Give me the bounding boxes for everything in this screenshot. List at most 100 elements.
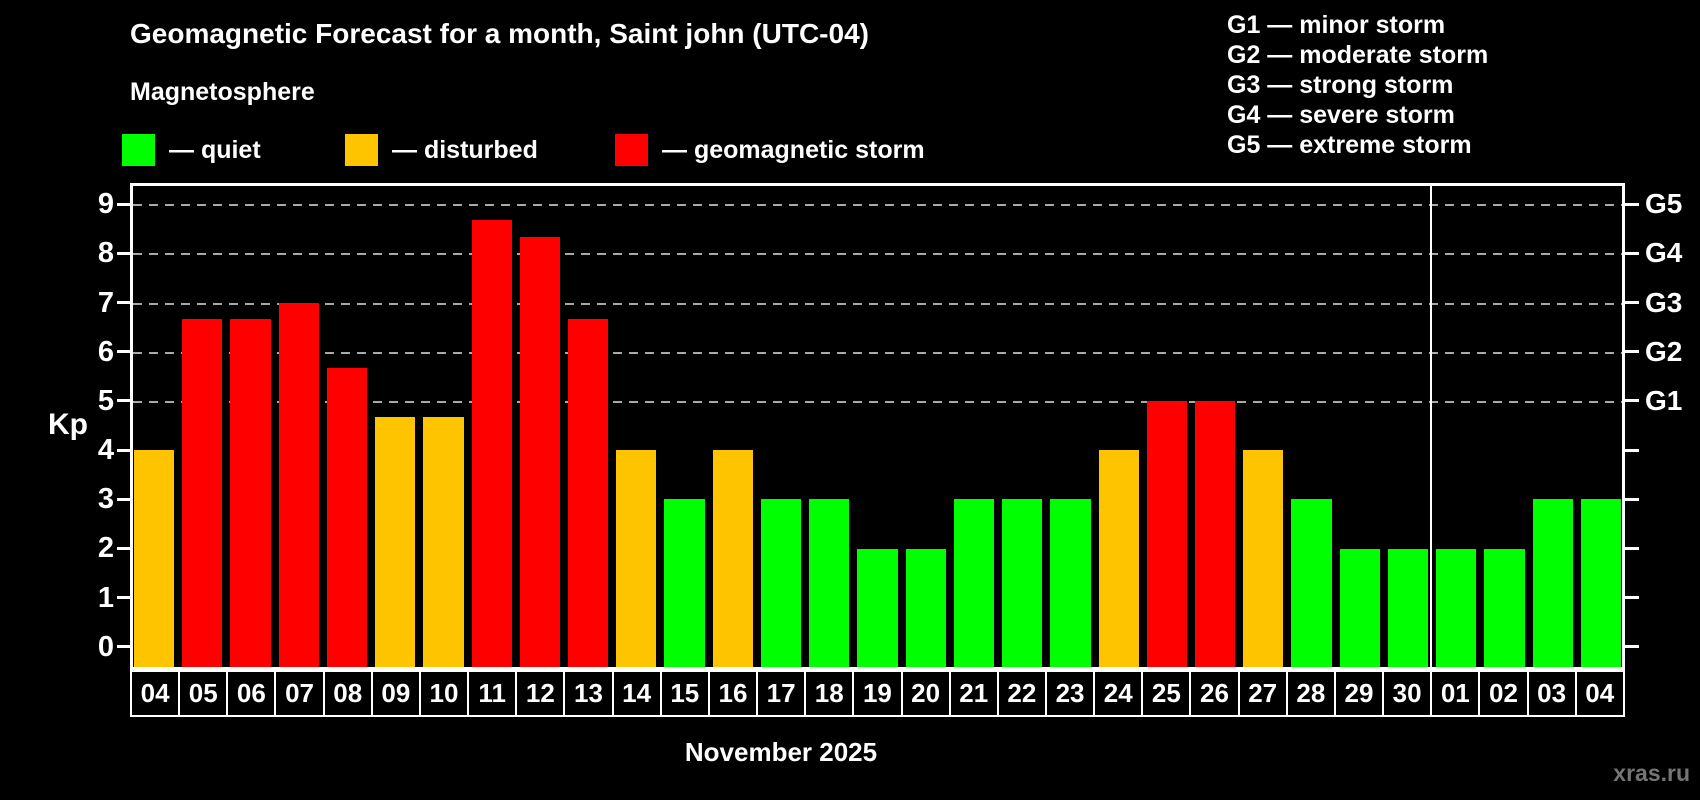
- bar-day-02: [1484, 548, 1525, 667]
- bar-day-15: [664, 499, 705, 667]
- bar-day-25: [1146, 400, 1187, 667]
- gridline-g5: [133, 204, 1622, 207]
- bar-day-23: [1050, 499, 1091, 667]
- day-label-28: 28: [1285, 672, 1334, 715]
- gridline-g2: [133, 351, 1622, 354]
- gridline-g3: [133, 302, 1622, 305]
- day-label-26: 26: [1189, 672, 1237, 715]
- bar-day-29: [1339, 548, 1380, 667]
- day-label-04: 04: [1574, 672, 1623, 715]
- x-axis-title: November 2025: [684, 737, 878, 767]
- right-axis-label-g3: G3: [1645, 286, 1683, 318]
- right-axis-label-g5: G5: [1645, 188, 1683, 220]
- day-label-04: 04: [140, 678, 170, 708]
- bar-day-04: [1580, 499, 1621, 667]
- y-tick-left-5: [117, 399, 130, 403]
- y-tick-left-0: [117, 645, 130, 649]
- disturbed-color-swatch: [345, 134, 378, 166]
- day-label-24: 24: [1093, 672, 1141, 715]
- day-label-11: 11: [467, 672, 515, 715]
- day-label-03: 03: [1526, 672, 1575, 715]
- day-label-18: 18: [804, 672, 852, 715]
- day-label-12: 12: [515, 672, 563, 715]
- y-tick-label-2: 2: [97, 532, 114, 565]
- bar-day-16: [712, 450, 753, 667]
- day-label-13: 13: [563, 672, 611, 715]
- y-tick-right-8: [1625, 251, 1639, 255]
- day-label-07: 07: [274, 672, 322, 715]
- day-label-22: 22: [996, 672, 1045, 715]
- g1-legend-line: G1 — minor storm: [1227, 11, 1446, 39]
- bar-day-08: [326, 367, 368, 667]
- month-separator-line: [1429, 186, 1432, 667]
- y-tick-right-6: [1625, 350, 1639, 354]
- y-tick-left-6: [117, 350, 130, 354]
- day-label-21: 21: [948, 672, 997, 715]
- bar-day-12: [519, 237, 561, 667]
- bar-day-06: [230, 318, 271, 667]
- storm-scale-legend: G1 — minor storm G2 — moderate storm G3 …: [1227, 10, 1488, 160]
- bar-day-14: [616, 450, 657, 667]
- day-label-09: 09: [370, 672, 419, 715]
- y-tick-label-6: 6: [97, 335, 114, 368]
- legend-item-quiet: — quiet: [122, 134, 261, 166]
- y-tick-left-4: [117, 448, 130, 452]
- day-label-08: 08: [322, 672, 371, 715]
- y-tick-left-7: [117, 301, 130, 305]
- y-axis-label: Kp: [48, 408, 88, 441]
- bar-day-24: [1098, 450, 1139, 667]
- y-tick-label-8: 8: [97, 237, 114, 270]
- bar-day-27: [1243, 450, 1284, 667]
- day-label-02: 02: [1478, 672, 1526, 715]
- legend-item-storm: — geomagnetic storm: [615, 134, 925, 166]
- storm-color-swatch: [615, 134, 648, 166]
- right-axis-label-g2: G2: [1645, 335, 1683, 367]
- bar-day-04: [134, 450, 175, 667]
- y-tick-label-5: 5: [97, 384, 114, 417]
- x-axis-day-labels: 04 05 06 07 08 09 10 11 12 13 14 15 16 17 18 19 20 21 22 23…: [130, 670, 1625, 717]
- chart-title: Geomagnetic Forecast for a month, Saint …: [130, 18, 869, 49]
- g3-legend-line: G3 — strong storm: [1227, 71, 1454, 99]
- bar-day-26: [1194, 400, 1236, 667]
- bar-day-28: [1291, 499, 1332, 667]
- y-tick-label-9: 9: [97, 188, 114, 221]
- y-tick-label-0: 0: [97, 630, 114, 663]
- day-label-16: 16: [707, 672, 756, 715]
- day-label-27: 27: [1237, 672, 1286, 715]
- day-label-01: 01: [1430, 672, 1478, 715]
- y-tick-right-0: [1625, 645, 1639, 649]
- quiet-legend-label: — quiet: [169, 135, 261, 164]
- y-tick-right-2: [1625, 546, 1639, 550]
- day-label-17: 17: [756, 672, 804, 715]
- g5-legend-line: G5 — extreme storm: [1227, 131, 1472, 159]
- bar-day-07: [278, 302, 319, 667]
- bar-day-10: [423, 417, 464, 667]
- y-tick-right-3: [1625, 497, 1639, 501]
- bar-day-17: [760, 499, 802, 667]
- storm-legend-label: — geomagnetic storm: [662, 135, 925, 164]
- day-label-05: 05: [178, 672, 226, 715]
- bar-day-18: [809, 499, 850, 667]
- bar-day-30: [1387, 548, 1429, 667]
- bar-day-13: [568, 318, 609, 667]
- day-label-14: 14: [611, 672, 660, 715]
- day-label-19: 19: [852, 672, 900, 715]
- bar-day-21: [953, 499, 995, 667]
- disturbed-legend-label: — disturbed: [392, 135, 538, 164]
- y-tick-right-1: [1625, 596, 1639, 600]
- bar-day-22: [1002, 499, 1043, 667]
- bar-day-11: [471, 220, 512, 667]
- y-tick-left-1: [117, 596, 130, 600]
- y-tick-label-7: 7: [97, 286, 114, 319]
- bar-day-05: [182, 318, 223, 667]
- y-tick-right-7: [1625, 301, 1639, 305]
- y-tick-right-4: [1625, 448, 1639, 452]
- day-label-29: 29: [1333, 672, 1382, 715]
- watermark: xras.ru: [1613, 760, 1690, 786]
- day-label-23: 23: [1044, 672, 1093, 715]
- day-label-15: 15: [659, 672, 708, 715]
- bar-day-19: [857, 548, 898, 667]
- right-axis-label-g1: G1: [1645, 384, 1683, 416]
- bar-day-20: [905, 548, 946, 667]
- y-tick-label-1: 1: [97, 581, 114, 614]
